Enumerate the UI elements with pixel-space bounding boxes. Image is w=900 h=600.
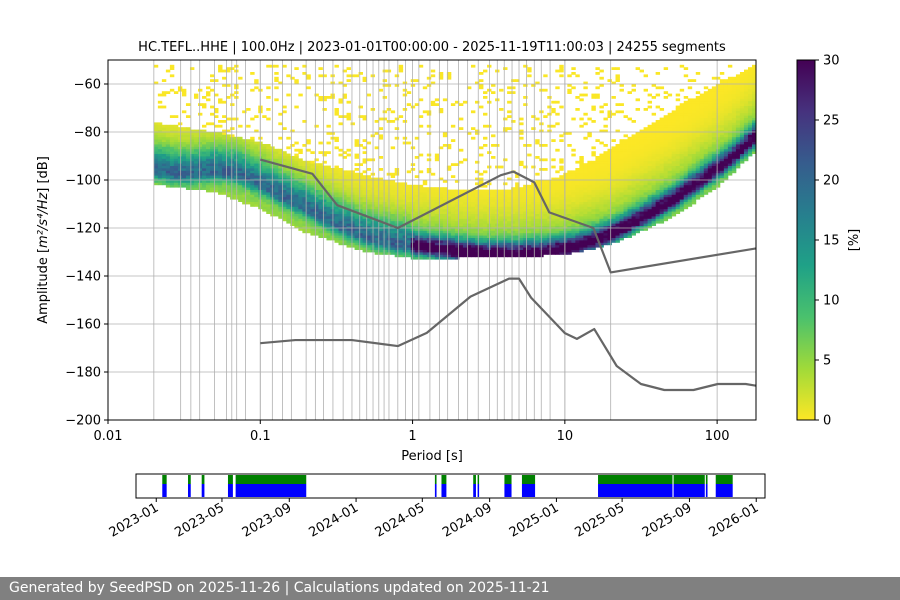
timeline-segment-top — [705, 475, 708, 484]
y-axis-label-units: m²/s⁴/Hz — [36, 192, 51, 248]
timeline-segment-top — [504, 475, 512, 484]
x-tick-label: 0.01 — [94, 429, 123, 444]
timeline-segment-bottom — [188, 484, 191, 497]
y-axis-label: Amplitude [m²/s⁴/Hz] [dB] — [36, 156, 51, 324]
timeline-tick-label: 2026-01 — [707, 500, 762, 540]
timeline-segment-top — [201, 475, 205, 484]
y-tick-label: −200 — [65, 414, 101, 429]
colorbar-tick-label: 0 — [823, 414, 831, 429]
timeline-segment-top — [473, 475, 476, 484]
x-tick-label: 100 — [705, 429, 730, 444]
timeline-segment-top — [441, 475, 447, 484]
probability-heatmap — [153, 64, 756, 260]
y-tick-label: −100 — [65, 174, 101, 189]
timeline-segment-bottom — [598, 484, 673, 497]
y-tick-label: −120 — [65, 222, 101, 237]
grid-lines — [108, 60, 756, 420]
timeline-tick-label: 2025-01 — [507, 500, 562, 540]
timeline-tick-label: 2023-01 — [107, 500, 162, 540]
timeline-tick-label: 2023-05 — [172, 500, 227, 540]
timeline-segment-bottom — [673, 484, 705, 497]
y-tick-label: −140 — [65, 270, 101, 285]
plot-frame — [107, 59, 757, 421]
timeline-tick-label: 2024-05 — [373, 500, 428, 540]
x-axis-ticks: 0.01 0.1 1 10 100 — [94, 420, 730, 444]
x-tick-label: 1 — [408, 429, 416, 444]
timeline-segment-top — [521, 475, 536, 484]
timeline-segment-top — [434, 475, 437, 484]
x-axis-label: Period [s] — [401, 449, 463, 464]
timeline-bars — [162, 475, 733, 497]
timeline-segment-bottom — [521, 484, 536, 497]
psd-plot-area: 0.01 0.1 1 10 100 −200 −180 −160 −140 −120 −100 −8… — [65, 59, 757, 444]
timeline-tick-label: 2023-09 — [240, 500, 295, 540]
timeline-tick-label: 2025-05 — [573, 500, 628, 540]
y-axis-label-suffix: ] [dB] — [36, 156, 51, 193]
y-axis-label-prefix: Amplitude [ — [36, 248, 51, 324]
colorbar-tick-label: 5 — [823, 354, 831, 369]
timeline-segment-bottom — [441, 484, 447, 497]
timeline-segment-bottom — [434, 484, 437, 497]
timeline-segment-bottom — [227, 484, 233, 497]
footer-bar: Generated by SeedPSD on 2025-11-26 | Cal… — [0, 577, 900, 600]
timeline-segment-bottom — [162, 484, 167, 497]
colorbar-tick-label: 15 — [823, 234, 840, 249]
timeline-segment-bottom — [235, 484, 307, 497]
colorbar-ticks: 0 5 10 15 20 25 30 — [815, 54, 840, 429]
colorbar-tick-label: 30 — [823, 54, 840, 69]
chart-title: HC.TEFL..HHE | 100.0Hz | 2023-01-01T00:0… — [138, 40, 726, 55]
timeline-tick-label: 2025-09 — [640, 500, 695, 540]
y-tick-label: −60 — [74, 78, 101, 93]
noise-model-curves — [259, 158, 756, 392]
timeline-segment-top — [673, 475, 705, 484]
timeline-segment-top — [477, 475, 480, 484]
noise-model-high-line — [259, 158, 756, 274]
colorbar-tick-label: 10 — [823, 294, 840, 309]
timeline-segment-bottom — [201, 484, 205, 497]
footer-text: Generated by SeedPSD on 2025-11-26 | Cal… — [9, 580, 550, 596]
colorbar-gradient — [796, 59, 816, 421]
timeline-segment-bottom — [477, 484, 480, 497]
colorbar-tick-label: 25 — [823, 114, 840, 129]
timeline-ticks: 2023-01 2023-05 2023-09 2024-01 2024-05 2024-… — [107, 498, 762, 541]
noise-model-low-line — [260, 277, 756, 392]
colorbar: 0 5 10 15 20 25 30 [%] — [796, 54, 862, 429]
y-tick-label: −80 — [74, 126, 101, 141]
timeline-segment-top — [598, 475, 673, 484]
colorbar-tick-label: 20 — [823, 174, 840, 189]
timeline-segment-top — [235, 475, 307, 484]
timeline-segment-bottom — [504, 484, 512, 497]
y-tick-label: −180 — [65, 366, 101, 381]
timeline-segment-bottom — [473, 484, 476, 497]
timeline-tick-label: 2024-09 — [440, 500, 495, 540]
timeline-segment-top — [715, 475, 733, 484]
timeline-segment-bottom — [715, 484, 733, 497]
timeline-segment-top — [162, 475, 167, 484]
y-axis-ticks: −200 −180 −160 −140 −120 −100 −80 −60 — [65, 78, 108, 429]
x-tick-label: 10 — [557, 429, 574, 444]
data-availability-timeline: 2023-01 2023-05 2023-09 2024-01 2024-05 2024-… — [107, 473, 766, 541]
timeline-tick-label: 2024-01 — [307, 500, 362, 540]
x-tick-label: 0.1 — [250, 429, 271, 444]
y-tick-label: −160 — [65, 318, 101, 333]
timeline-segment-top — [227, 475, 233, 484]
timeline-segment-bottom — [705, 484, 708, 497]
colorbar-label: [%] — [847, 229, 862, 252]
timeline-segment-top — [188, 475, 191, 484]
